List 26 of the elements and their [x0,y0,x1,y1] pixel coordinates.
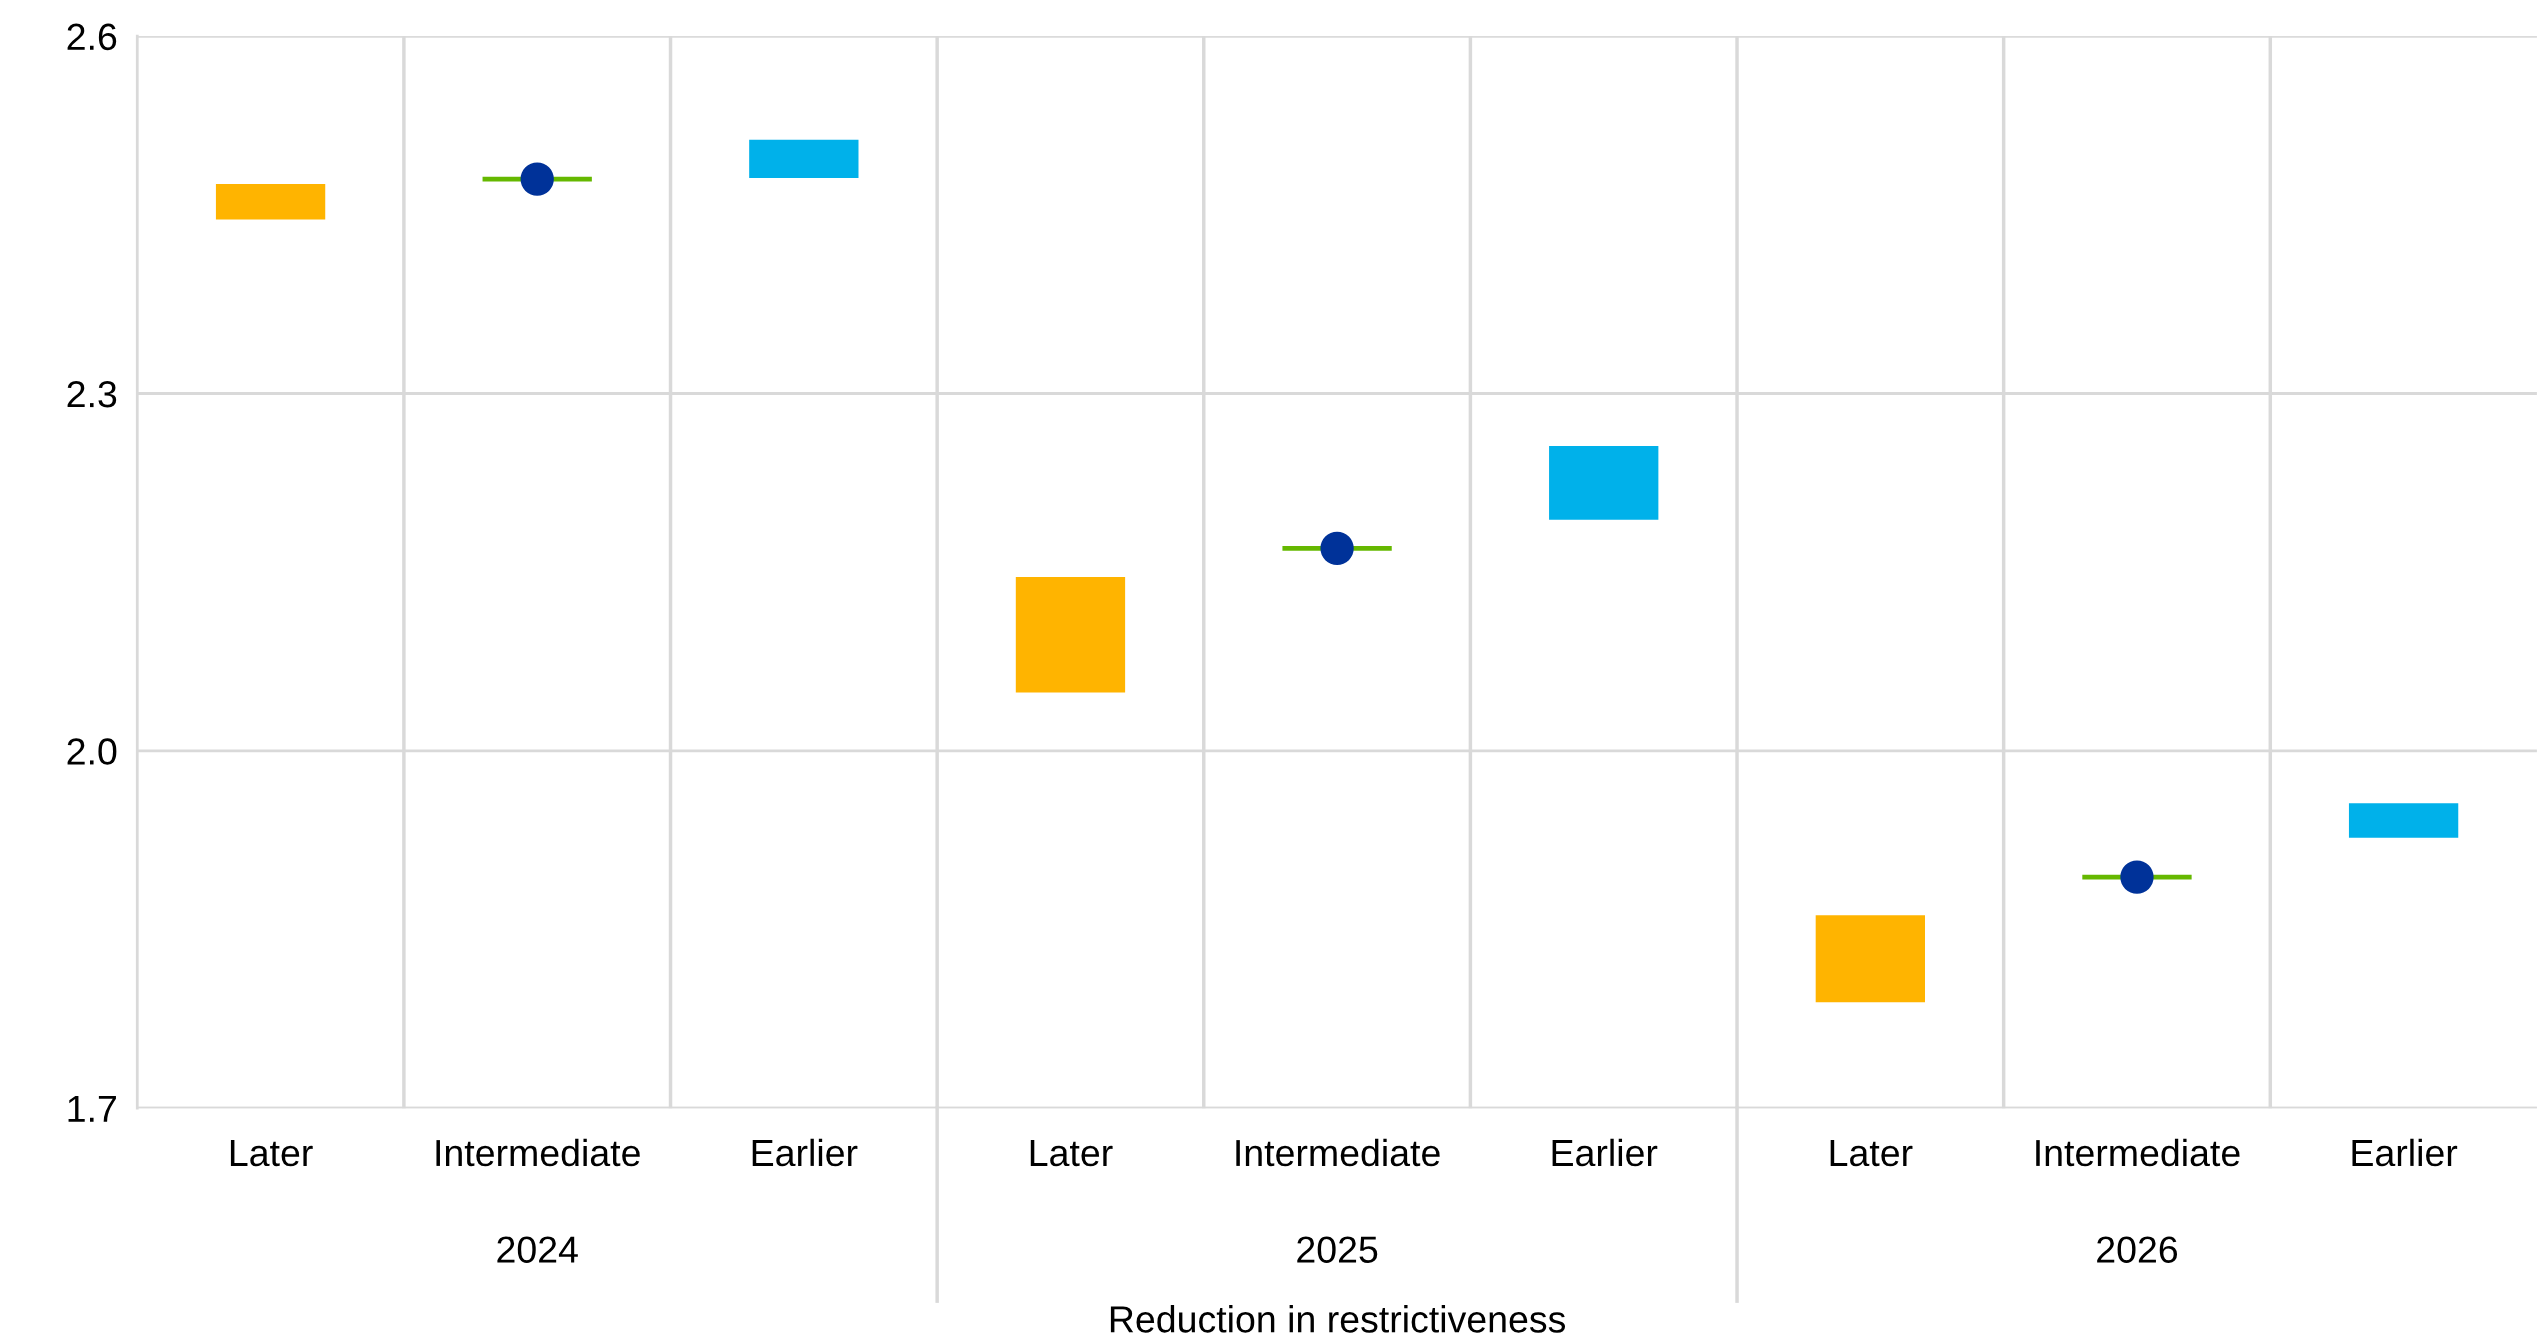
x-tick-label: Later [230,1140,313,1167]
point [520,162,554,196]
y-tick-label: 2.3 [67,380,117,408]
bar [1549,445,1659,520]
x-tick-label: Earlier [752,1138,858,1167]
x-tick-label: Earlier [1552,1138,1658,1167]
x-tick-label: Later [1030,1140,1113,1167]
bar [749,139,859,178]
y-tick-label: 1.7 [68,1095,116,1122]
x-tick-label: Intermediate [2036,1138,2240,1167]
x-tick-label: Intermediate [1236,1138,1440,1167]
bar [2348,803,2459,838]
text: 2025 [1297,1236,1378,1263]
bar [215,183,326,220]
x-axis-title: Reduction in restrictiveness [1110,1305,1566,1333]
bar [1815,915,1926,1003]
text: 2024 [497,1236,578,1263]
x-tick-label: Later [1830,1140,1913,1167]
y-tick-label: 2.6 [67,23,117,51]
x-tick-label: Intermediate [436,1138,640,1167]
bar [1015,576,1126,693]
y-tick-label: 2.0 [67,738,117,765]
point [1320,531,1354,566]
point [2120,860,2154,894]
x-tick-label: Earlier [2352,1138,2458,1167]
text: 2026 [2097,1236,2178,1263]
